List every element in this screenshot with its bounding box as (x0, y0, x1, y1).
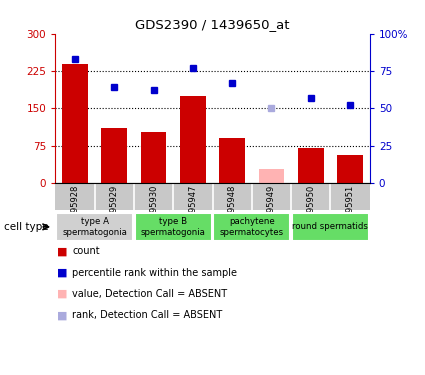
Text: GSM95928: GSM95928 (71, 185, 79, 230)
Text: GSM95948: GSM95948 (228, 185, 237, 230)
Text: GSM95930: GSM95930 (149, 185, 158, 230)
Text: GSM95950: GSM95950 (306, 185, 315, 230)
Bar (259, 169, 284, 183)
Text: value, Detection Call = ABSENT: value, Detection Call = ABSENT (72, 289, 227, 299)
Text: GSM95947: GSM95947 (188, 185, 197, 230)
Title: GDS2390 / 1439650_at: GDS2390 / 1439650_at (135, 18, 290, 31)
Text: type A
spermatogonia: type A spermatogonia (62, 217, 127, 237)
Text: ■: ■ (57, 289, 68, 299)
Bar (62, 64, 88, 183)
Text: GSM95951: GSM95951 (346, 185, 354, 230)
Bar (298, 148, 323, 183)
Text: count: count (72, 246, 100, 256)
Text: round spermatids: round spermatids (292, 222, 368, 231)
Text: percentile rank within the sample: percentile rank within the sample (72, 268, 237, 278)
Text: pachytene
spermatocytes: pachytene spermatocytes (220, 217, 284, 237)
Text: GSM95949: GSM95949 (267, 185, 276, 230)
Text: ■: ■ (57, 246, 68, 256)
Text: ■: ■ (57, 310, 68, 320)
Text: cell type: cell type (4, 222, 49, 232)
Text: GSM95929: GSM95929 (110, 185, 119, 230)
Bar (219, 138, 245, 183)
Text: ■: ■ (57, 268, 68, 278)
Bar (102, 128, 127, 183)
Bar (141, 132, 166, 183)
Bar (337, 154, 363, 183)
Text: type B
spermatogonia: type B spermatogonia (141, 217, 206, 237)
Bar (180, 96, 206, 183)
Text: rank, Detection Call = ABSENT: rank, Detection Call = ABSENT (72, 310, 223, 320)
